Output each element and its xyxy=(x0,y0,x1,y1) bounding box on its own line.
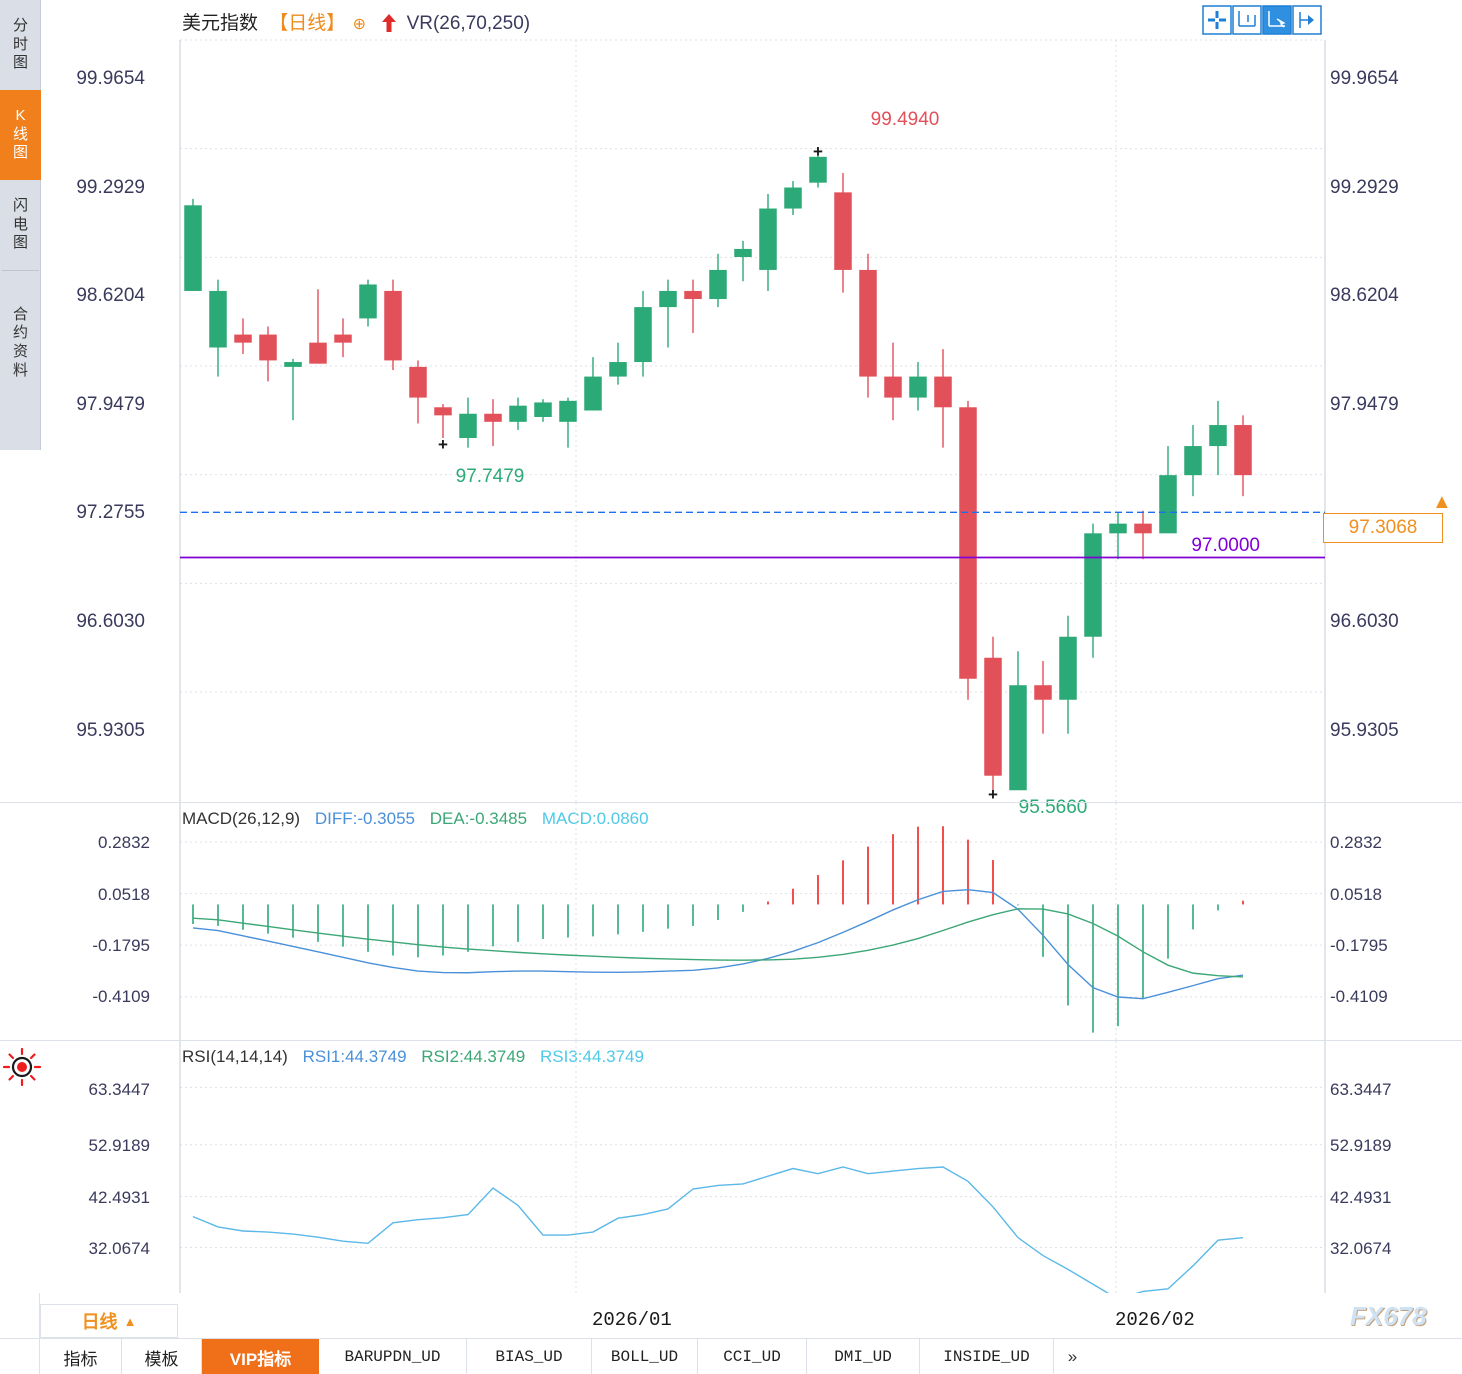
svg-text:97.0000: 97.0000 xyxy=(1191,535,1260,556)
svg-text:97.7479: 97.7479 xyxy=(456,466,525,487)
svg-text:99.4940: 99.4940 xyxy=(871,109,940,130)
svg-text:+: + xyxy=(438,435,448,454)
svg-text:+: + xyxy=(813,142,823,161)
